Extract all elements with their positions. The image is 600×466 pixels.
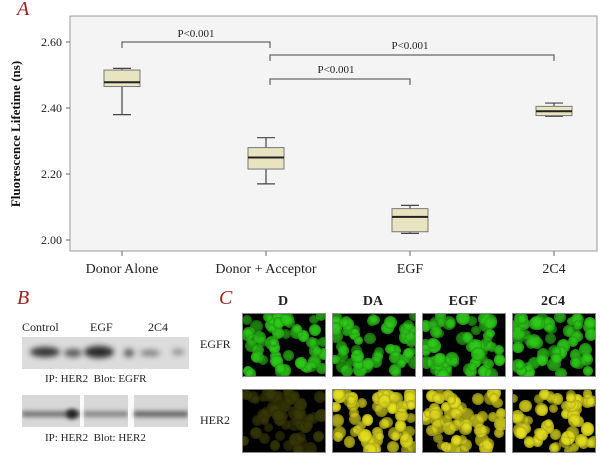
micro-col-label: 2C4 bbox=[540, 294, 566, 309]
panel-c-label: C bbox=[219, 287, 233, 309]
panel-b-label: B bbox=[17, 287, 30, 309]
blot-her2 bbox=[22, 395, 188, 427]
blot-lane-label: 2C4 bbox=[148, 320, 169, 334]
micro-image-egfr-da bbox=[332, 313, 416, 377]
blot-caption-her2: IP: HER2 Blot: HER2 bbox=[45, 432, 146, 444]
box-3 bbox=[535, 102, 573, 117]
blot-egfr bbox=[22, 337, 189, 369]
y-tick-label: 2.20 bbox=[41, 167, 62, 181]
micro-image-egfr-2c4 bbox=[512, 313, 596, 377]
y-tick-label: 2.00 bbox=[41, 233, 62, 247]
micro-image-her2-d bbox=[242, 389, 326, 453]
plot-area bbox=[69, 15, 598, 252]
boxplot-chart: 2.00 2.20 2.40 2.60 Donor Alone Donor + Acce… bbox=[8, 15, 598, 277]
micro-image-her2-2c4 bbox=[512, 389, 596, 453]
x-tick-label: Donor Alone bbox=[86, 262, 159, 277]
p-value-label: P<0.001 bbox=[391, 40, 428, 52]
x-tick-label: 2C4 bbox=[542, 262, 565, 277]
significance-annotations: P<0.001 P<0.001 P<0.001 bbox=[121, 28, 555, 85]
blot-lane-label: Control bbox=[22, 320, 59, 334]
micro-image-egfr-egf bbox=[422, 313, 506, 377]
micro-col-label: EGF bbox=[448, 294, 478, 309]
y-axis: 2.00 2.20 2.40 2.60 bbox=[41, 35, 70, 247]
box-1 bbox=[247, 137, 285, 185]
x-tick-label: Donor + Acceptor bbox=[215, 262, 317, 277]
y-tick-label: 2.40 bbox=[41, 101, 62, 115]
micro-col-label: D bbox=[277, 294, 289, 309]
panel-a-label: A bbox=[17, 0, 30, 20]
micro-row-label: HER2 bbox=[200, 413, 230, 427]
micro-image-her2-egf bbox=[422, 389, 506, 453]
box-0 bbox=[103, 67, 141, 116]
p-value-label: P<0.001 bbox=[317, 64, 354, 76]
x-tick-label: EGF bbox=[397, 262, 424, 277]
y-tick-label: 2.60 bbox=[41, 35, 62, 49]
micro-col-label: DA bbox=[362, 294, 384, 309]
y-axis-label: Fluorescence Lifetime (ns) bbox=[8, 61, 23, 207]
boxes bbox=[103, 67, 573, 234]
micro-image-her2-da bbox=[332, 389, 416, 453]
micro-image-egfr-d bbox=[242, 313, 326, 377]
x-axis: Donor Alone Donor + Acceptor EGF 2C4 bbox=[86, 251, 566, 277]
box-2 bbox=[391, 204, 429, 234]
p-value-label: P<0.001 bbox=[177, 28, 214, 40]
micro-row-label: EGFR bbox=[200, 337, 231, 351]
blot-caption-egfr: IP: HER2 Blot: EGFR bbox=[45, 373, 147, 385]
blot-lane-label: EGF bbox=[90, 320, 113, 334]
